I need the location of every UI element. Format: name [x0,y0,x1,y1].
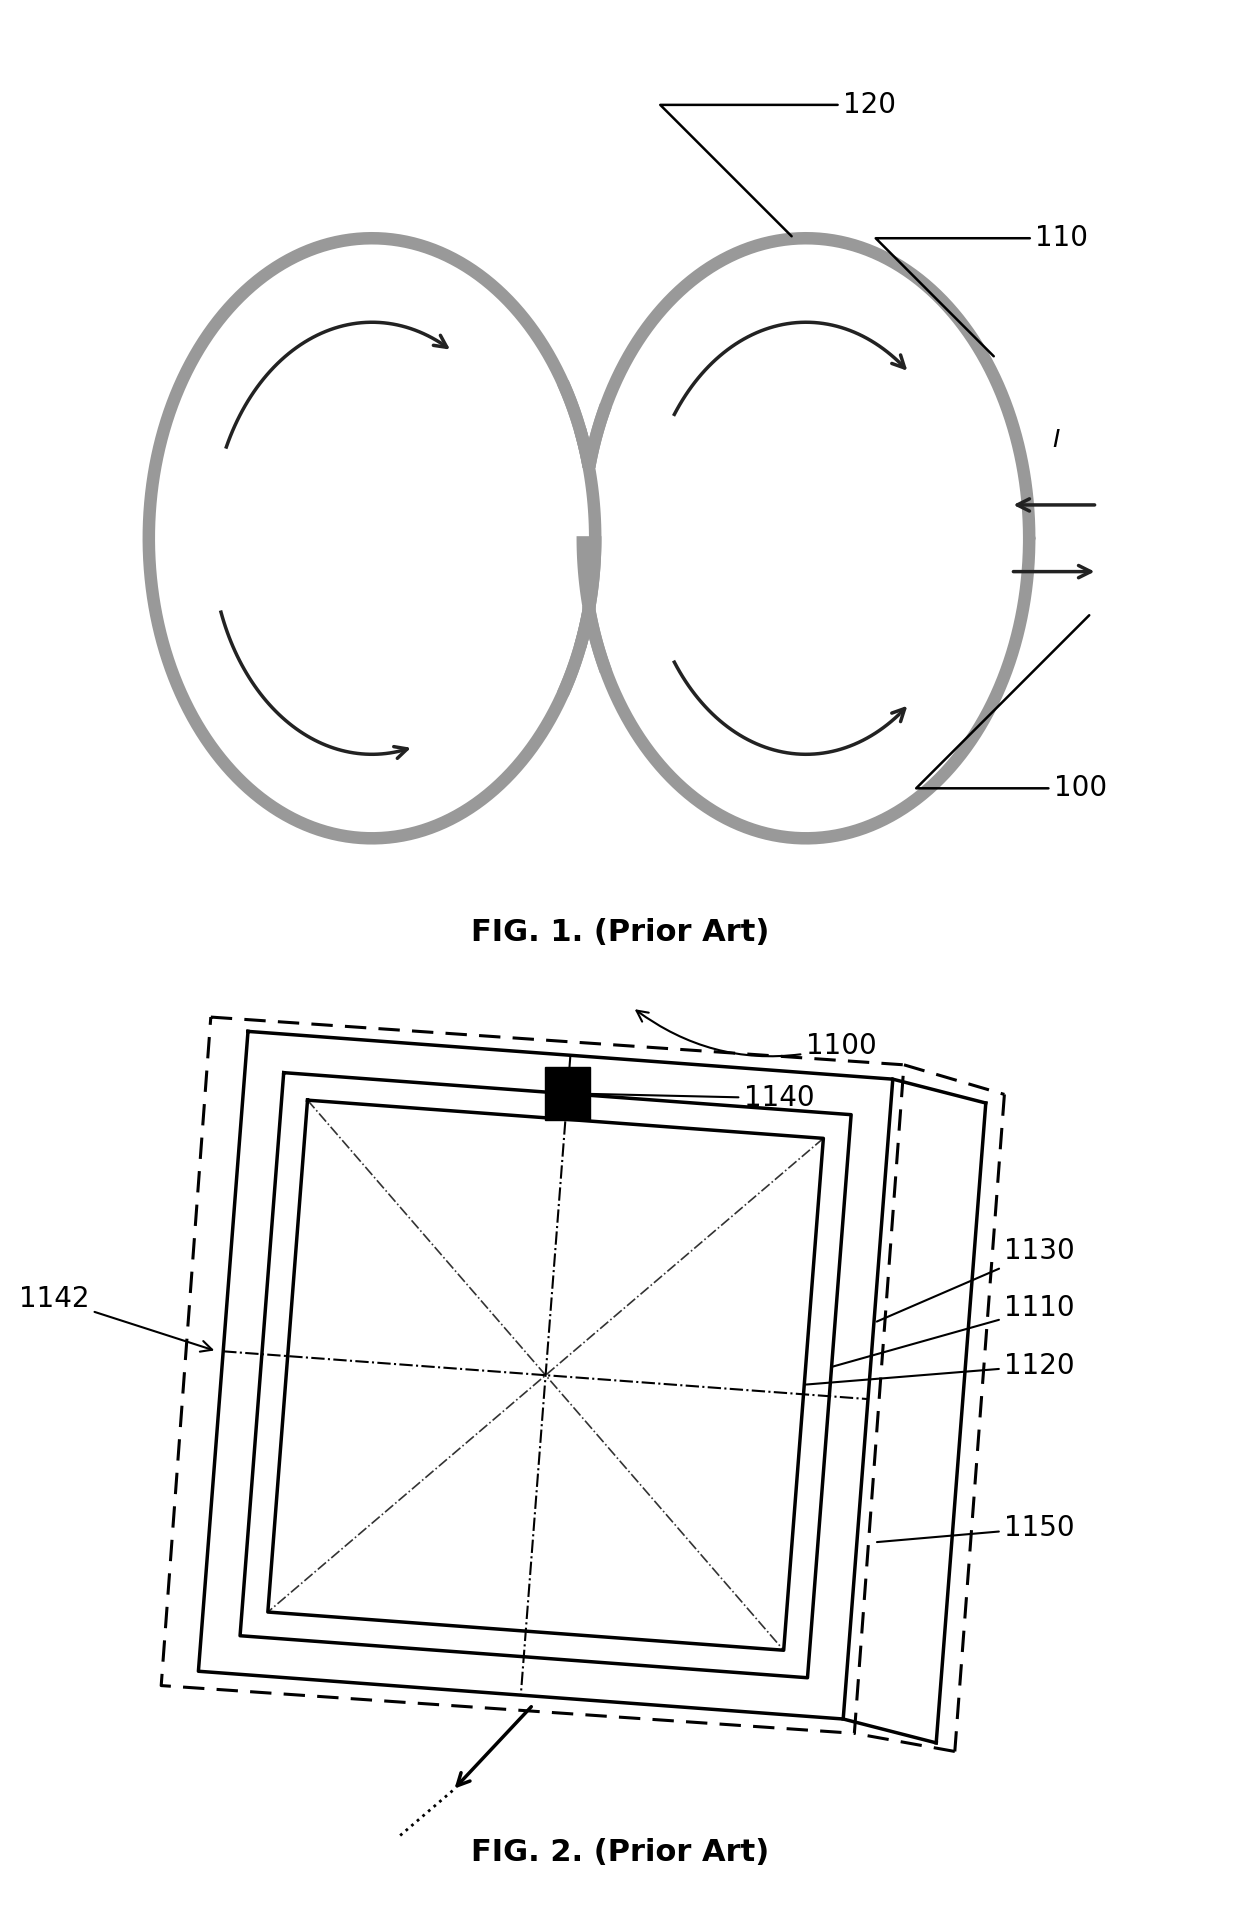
Text: I: I [1053,428,1060,451]
Text: 1110: 1110 [832,1295,1075,1368]
Bar [556,472,622,605]
Text: 120: 120 [660,92,897,237]
Polygon shape [546,1068,590,1119]
Text: 110: 110 [875,223,1089,357]
Text: FIG. 2. (Prior Art): FIG. 2. (Prior Art) [471,1837,769,1868]
Text: 100: 100 [916,615,1107,802]
Bar [556,468,622,535]
Text: 1142: 1142 [19,1285,212,1352]
Text: 1120: 1120 [806,1352,1075,1385]
Text: 1150: 1150 [877,1515,1075,1541]
Text: 1140: 1140 [583,1085,815,1112]
Text: 1130: 1130 [877,1238,1075,1322]
Text: 1100: 1100 [636,1010,877,1060]
Text: FIG. 1. (Prior Art): FIG. 1. (Prior Art) [471,917,769,947]
